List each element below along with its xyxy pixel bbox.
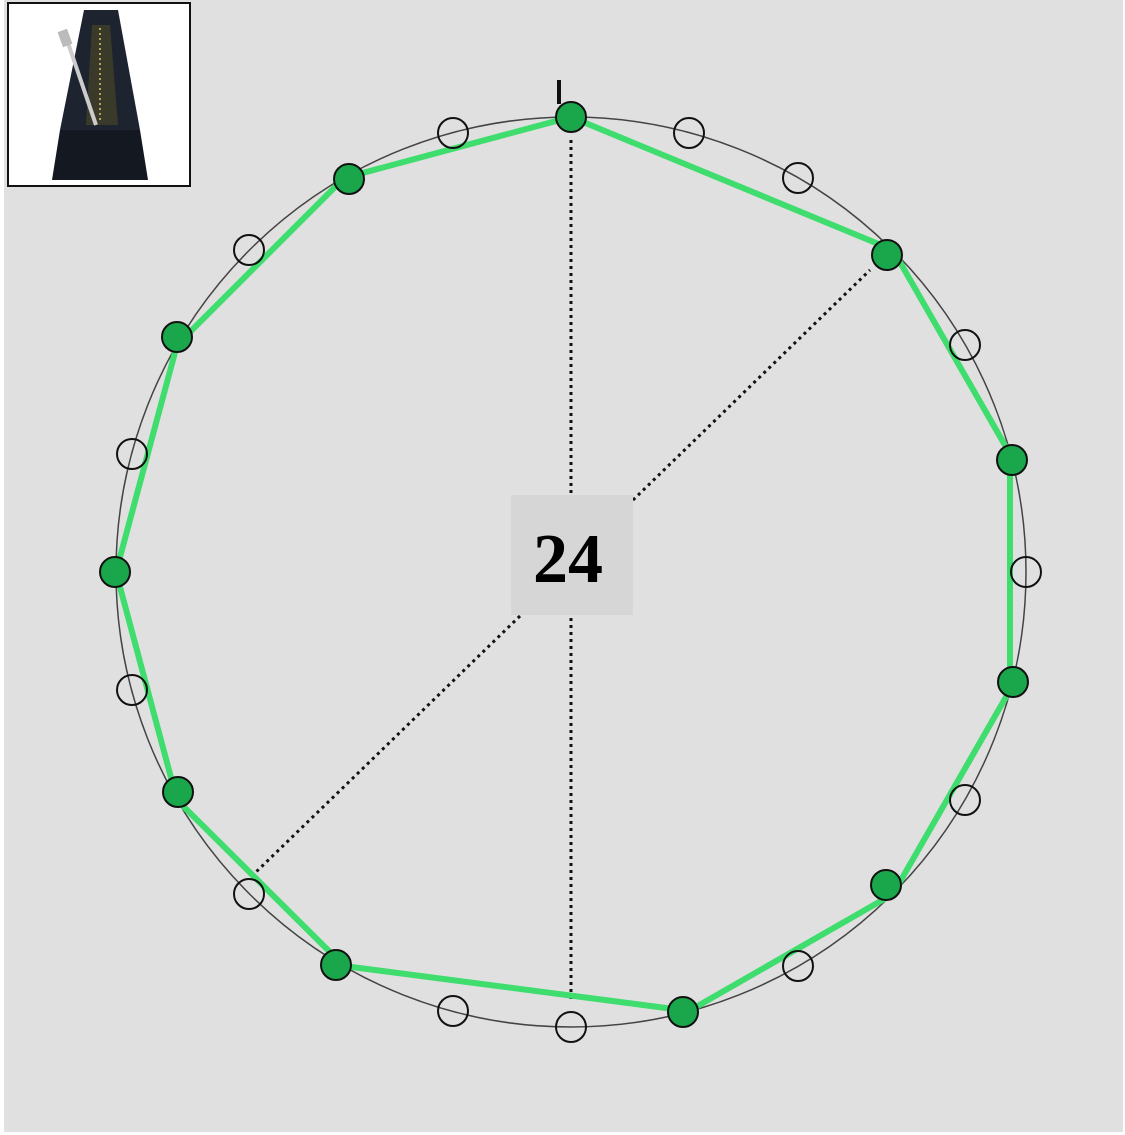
onset[interactable] — [100, 557, 130, 587]
onset[interactable] — [163, 777, 193, 807]
onset[interactable] — [668, 997, 698, 1027]
counter-label: 24 — [533, 521, 603, 598]
onset[interactable] — [162, 322, 192, 352]
metronome-icon[interactable] — [8, 3, 190, 186]
onset[interactable] — [871, 870, 901, 900]
onset[interactable] — [334, 164, 364, 194]
onset[interactable] — [872, 240, 902, 270]
onset[interactable] — [321, 950, 351, 980]
page: 24 (() => { const data = JSON.parse(docu… — [0, 0, 1125, 1135]
rhythm-necklace: 24 — [0, 0, 1125, 1135]
onset[interactable] — [997, 445, 1027, 475]
onset[interactable] — [556, 102, 586, 132]
onset[interactable] — [998, 667, 1028, 697]
